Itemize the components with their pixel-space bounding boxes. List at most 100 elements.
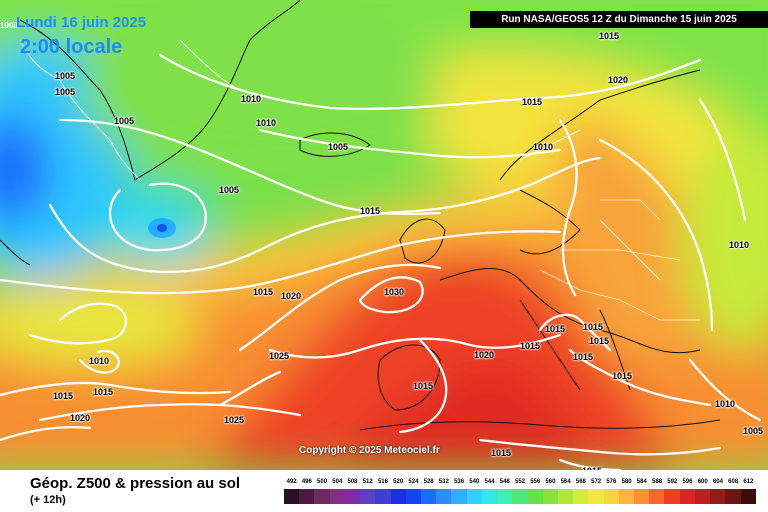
scale-value-label: 512 [362, 479, 373, 485]
scale-value-label: 496 [301, 479, 312, 485]
isobar-label: 1010 [729, 240, 750, 250]
scale-value-label: 584 [636, 479, 647, 485]
isobar-label: 1015 [545, 324, 566, 334]
isobar-label: 1010 [89, 356, 110, 366]
scale-swatch [542, 489, 558, 504]
scale-swatch [557, 489, 574, 504]
isobar-label: 1015 [53, 391, 74, 401]
isobar-label: 1025 [224, 415, 245, 425]
scale-value-label: 552 [514, 479, 525, 485]
isobar-label: 1005 [328, 142, 349, 152]
isobar-label: 1015 [573, 352, 594, 362]
scale-swatch [481, 489, 498, 504]
isobar-label: 1010 [256, 118, 277, 128]
scale-swatch [497, 489, 513, 504]
scale-value-label: 520 [393, 479, 404, 485]
scale-value-label: 528 [423, 479, 434, 485]
isobar-label: 1010 [241, 94, 262, 104]
scale-value-label: 600 [697, 479, 708, 485]
model-run-banner: Run NASA/GEOS5 12 Z du Dimanche 15 juin … [470, 11, 768, 28]
scale-value-label: 516 [377, 479, 388, 485]
geopotential-field [0, 0, 768, 470]
isobar-label: 1005 [55, 87, 76, 97]
isobar-label: 1015 [582, 466, 602, 470]
scale-value-label: 492 [286, 479, 297, 485]
isobar-label: 1005 [743, 426, 764, 436]
scale-value-label: 592 [667, 479, 678, 485]
color-scale-labels: 492 496 500 504 508 512 516 520 524 528 532 536 540 5… [284, 479, 756, 488]
scale-value-label: 544 [484, 479, 495, 485]
scale-value-label: 568 [575, 479, 586, 485]
scale-swatch [664, 489, 680, 504]
isobar-label: 1015 [599, 31, 620, 41]
scale-value-label: 580 [621, 479, 632, 485]
scale-value-label: 604 [712, 479, 723, 485]
scale-swatch [314, 489, 330, 504]
scale-swatch [512, 489, 528, 504]
scale-swatch [420, 489, 437, 504]
color-scale-bar [284, 489, 756, 504]
scale-value-label: 560 [545, 479, 556, 485]
scale-swatch [694, 489, 711, 504]
isobar-label: 1015 [253, 287, 274, 297]
scale-value-label: 612 [743, 479, 754, 485]
isobar-label: 1015 [520, 341, 541, 351]
scale-swatch [634, 489, 650, 504]
scale-value-label: 608 [728, 479, 739, 485]
scale-value-label: 536 [454, 479, 465, 485]
isobar-label: 1025 [269, 351, 290, 361]
scale-value-label: 532 [438, 479, 449, 485]
scale-swatch [725, 489, 741, 504]
scale-swatch [588, 489, 604, 504]
isobar-label: 1015 [522, 97, 543, 107]
scale-swatch [649, 489, 665, 504]
scale-swatch [344, 489, 361, 504]
scale-value-label: 508 [347, 479, 358, 485]
scale-value-label: 564 [560, 479, 571, 485]
scale-value-label: 576 [606, 479, 617, 485]
isobar-label: 1015 [583, 322, 604, 332]
scale-value-label: 572 [591, 479, 602, 485]
scale-value-label: 548 [499, 479, 510, 485]
isobar-label: 1020 [281, 291, 302, 301]
isobar-label: 1030 [384, 287, 405, 297]
scale-swatch [527, 489, 543, 504]
scale-swatch [710, 489, 726, 504]
legend-subtitle: (+ 12h) [30, 494, 66, 506]
scale-swatch [466, 489, 482, 504]
isobar-label: 1010 [533, 142, 554, 152]
scale-value-label: 540 [469, 479, 480, 485]
scale-swatch [451, 489, 467, 504]
legend-title: Géop. Z500 & pression au sol [30, 475, 241, 492]
scale-swatch [740, 489, 756, 504]
scale-swatch [299, 489, 315, 504]
scale-swatch [284, 489, 300, 504]
copyright-text: Copyright © 2025 Meteociel.fr [299, 445, 440, 456]
edge-pressure-label: 1000 [0, 21, 18, 30]
isobar-label: 1005 [114, 116, 135, 126]
scale-swatch [390, 489, 406, 504]
isobar-label: 1015 [413, 381, 434, 391]
scale-value-label: 588 [652, 479, 663, 485]
isobar-label: 1015 [589, 336, 610, 346]
isobar-label: 1015 [612, 371, 633, 381]
isobar-label: 1010 [715, 399, 736, 409]
scale-value-label: 556 [530, 479, 541, 485]
isobar-label: 1020 [608, 75, 629, 85]
weather-map: 1000 Lundi 16 juin 2025 2:00 locale Run … [0, 0, 768, 470]
scale-swatch [679, 489, 695, 504]
isobar-label: 1015 [491, 448, 512, 458]
isobar-label: 1005 [55, 71, 76, 81]
scale-value-label: 596 [682, 479, 693, 485]
forecast-date-title: Lundi 16 juin 2025 [16, 14, 147, 31]
scale-swatch [603, 489, 619, 504]
scale-swatch [360, 489, 376, 504]
isobar-label: 1015 [93, 387, 114, 397]
isobar-label: 1015 [360, 206, 381, 216]
isobar-label: 1005 [219, 185, 240, 195]
forecast-time-title: 2:00 locale [20, 36, 123, 58]
scale-value-label: 524 [408, 479, 419, 485]
isobar-label: 1020 [474, 350, 495, 360]
scale-value-label: 504 [332, 479, 343, 485]
